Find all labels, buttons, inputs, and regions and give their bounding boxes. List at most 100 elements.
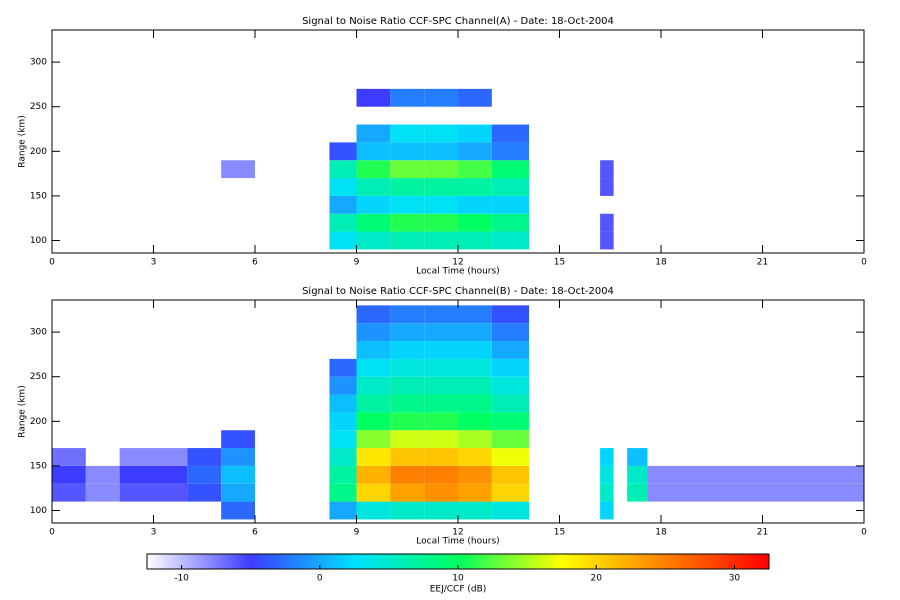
colorbar-tick-label: 30: [729, 574, 741, 584]
heat-cell: [424, 430, 458, 449]
heat-cell: [356, 213, 391, 232]
heat-cell: [356, 305, 391, 324]
heat-cell: [52, 465, 86, 484]
heat-cell: [390, 341, 425, 359]
heat-cell: [52, 448, 86, 466]
heat-cell: [329, 448, 357, 466]
heat-cell: [424, 412, 458, 431]
heat-cell: [458, 195, 492, 214]
heat-cell: [329, 213, 357, 232]
x-tick-label: 9: [354, 258, 360, 268]
x-tick-label: 0: [49, 528, 55, 538]
heat-cell: [329, 430, 357, 449]
heat-cell: [491, 142, 530, 161]
heat-cell: [329, 376, 357, 395]
heat-cell: [491, 231, 530, 250]
y-tick-label: 300: [30, 58, 47, 68]
heat-cell: [329, 195, 357, 214]
heat-cell: [424, 231, 458, 250]
heat-cell: [491, 124, 530, 143]
heat-cell: [221, 448, 255, 466]
x-axis-label: Local Time (hours): [416, 537, 499, 547]
x-tick-label: 18: [655, 258, 667, 268]
heat-cell: [627, 448, 648, 466]
heat-cell: [119, 483, 154, 502]
heat-cell: [356, 178, 391, 196]
heat-cell: [390, 88, 425, 107]
heat-cell: [356, 231, 391, 250]
heat-cell: [356, 124, 391, 143]
y-tick-label: 150: [30, 191, 47, 201]
x-tick-label: 12: [452, 528, 463, 538]
heat-cell: [424, 465, 458, 484]
heat-cell: [424, 305, 458, 324]
x-tick-label: 15: [554, 528, 565, 538]
heat-cell: [424, 88, 458, 107]
heat-cell: [458, 483, 492, 502]
heat-cell: [119, 448, 154, 466]
heat-cell: [458, 430, 492, 449]
heat-cell: [458, 178, 492, 196]
colorbar-tick-label: 10: [452, 574, 464, 584]
heat-cell: [329, 501, 357, 520]
heat-cell: [329, 178, 357, 196]
heat-cell: [221, 430, 255, 449]
heat-cell: [424, 394, 458, 413]
chart-title: Signal to Noise Ratio CCF-SPC Channel(B)…: [302, 286, 614, 297]
heat-cell: [600, 448, 614, 466]
heat-cell: [221, 465, 255, 484]
heat-cell: [491, 483, 530, 502]
heat-cell: [600, 178, 614, 196]
heat-cell: [153, 483, 188, 502]
y-tick-label: 200: [30, 417, 47, 427]
y-tick-label: 300: [30, 328, 47, 338]
heat-cell: [153, 448, 188, 466]
heat-cell: [424, 341, 458, 359]
colorbar-tick-label: -10: [174, 574, 189, 584]
x-tick-label: 6: [252, 528, 258, 538]
heat-cell: [329, 412, 357, 431]
x-tick-label: 9: [354, 528, 360, 538]
heat-cell: [356, 142, 391, 161]
heat-cell: [647, 465, 864, 484]
heat-cell: [85, 465, 120, 484]
x-tick-label: 3: [151, 258, 157, 268]
heat-cell: [356, 376, 391, 395]
heat-cell: [491, 430, 530, 449]
heat-cell: [390, 430, 425, 449]
heat-cell: [424, 142, 458, 161]
heat-cell: [424, 160, 458, 179]
heat-cell: [356, 465, 391, 484]
x-tick-label: 18: [655, 528, 667, 538]
y-axis-label: Range (km): [18, 385, 28, 437]
heat-cell: [356, 501, 391, 520]
x-axis-label: Local Time (hours): [416, 267, 499, 277]
heat-cell: [356, 448, 391, 466]
colorbar-label: EEJ/CCF (dB): [430, 585, 487, 595]
heat-cell: [187, 465, 222, 484]
heat-cell: [458, 412, 492, 431]
heat-cell: [491, 448, 530, 466]
heat-cell: [424, 178, 458, 196]
heat-cell: [458, 323, 492, 342]
heat-cell: [390, 323, 425, 342]
x-tick-label: 21: [757, 258, 768, 268]
heat-cell: [119, 465, 154, 484]
heat-cell: [491, 323, 530, 342]
heat-cell: [356, 160, 391, 179]
heat-cell: [221, 483, 255, 502]
y-tick-label: 250: [30, 102, 47, 112]
heat-cell: [390, 412, 425, 431]
heat-cell: [458, 124, 492, 143]
heat-cell: [390, 160, 425, 179]
heat-cell: [424, 213, 458, 232]
heat-cell: [424, 195, 458, 214]
chart-title: Signal to Noise Ratio CCF-SPC Channel(A)…: [302, 16, 614, 27]
heat-cell: [329, 465, 357, 484]
heat-cell: [491, 394, 530, 413]
heat-cell: [424, 124, 458, 143]
heat-cell: [424, 376, 458, 395]
heat-cell: [424, 358, 458, 377]
y-tick-label: 250: [30, 372, 47, 382]
colorbar-tick-label: 20: [590, 574, 602, 584]
